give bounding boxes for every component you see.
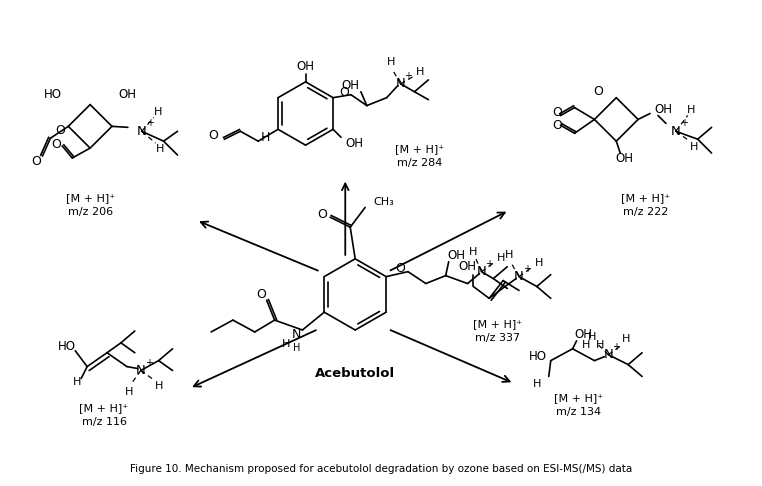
Text: [M + H]⁺: [M + H]⁺ bbox=[79, 403, 129, 413]
Text: H: H bbox=[73, 378, 82, 387]
Text: m/z 116: m/z 116 bbox=[82, 417, 126, 427]
Text: m/z 222: m/z 222 bbox=[623, 208, 669, 217]
Text: HO: HO bbox=[57, 340, 75, 353]
Text: O: O bbox=[52, 138, 61, 151]
Text: H: H bbox=[582, 340, 591, 350]
Text: H: H bbox=[155, 144, 164, 154]
Text: N: N bbox=[395, 77, 405, 90]
Text: m/z 337: m/z 337 bbox=[475, 333, 520, 343]
Text: H: H bbox=[469, 247, 478, 257]
Text: OH: OH bbox=[118, 88, 136, 101]
Text: O: O bbox=[318, 208, 328, 221]
Text: H: H bbox=[293, 343, 300, 353]
Text: N: N bbox=[671, 125, 680, 138]
Text: N: N bbox=[136, 364, 146, 377]
Text: H: H bbox=[386, 57, 395, 67]
Text: H: H bbox=[622, 334, 630, 344]
Text: OH: OH bbox=[345, 137, 363, 150]
Text: N: N bbox=[137, 125, 146, 138]
Text: H: H bbox=[497, 253, 505, 263]
Text: O: O bbox=[31, 156, 41, 169]
Text: O: O bbox=[56, 124, 66, 137]
Text: Figure 10. Mechanism proposed for acebutolol degradation by ozone based on ESI-M: Figure 10. Mechanism proposed for acebut… bbox=[130, 465, 632, 474]
Text: OH: OH bbox=[459, 260, 476, 273]
Text: N: N bbox=[514, 270, 523, 283]
Text: N: N bbox=[604, 348, 613, 361]
Text: +: + bbox=[485, 259, 493, 269]
Text: [M + H]⁺: [M + H]⁺ bbox=[622, 193, 671, 204]
Text: OH: OH bbox=[448, 249, 466, 262]
Text: m/z 134: m/z 134 bbox=[556, 407, 601, 417]
Text: m/z 206: m/z 206 bbox=[68, 208, 113, 217]
Text: [M + H]⁺: [M + H]⁺ bbox=[66, 193, 115, 204]
Text: m/z 284: m/z 284 bbox=[397, 158, 443, 168]
Text: H: H bbox=[505, 250, 514, 260]
Text: O: O bbox=[209, 129, 219, 142]
Text: HO: HO bbox=[529, 350, 547, 363]
Text: +: + bbox=[613, 342, 620, 352]
Text: +: + bbox=[146, 119, 154, 128]
Text: H: H bbox=[416, 67, 424, 77]
Text: H: H bbox=[533, 380, 541, 389]
Text: O: O bbox=[594, 85, 604, 98]
Text: H: H bbox=[153, 106, 162, 117]
Text: OH: OH bbox=[575, 329, 593, 342]
Text: [M + H]⁺: [M + H]⁺ bbox=[472, 319, 522, 329]
Text: H: H bbox=[687, 104, 695, 115]
Text: HO: HO bbox=[44, 88, 62, 101]
Text: +: + bbox=[145, 358, 152, 367]
Text: [M + H]⁺: [M + H]⁺ bbox=[395, 144, 444, 154]
Text: +: + bbox=[680, 119, 688, 128]
Text: Acebutolol: Acebutolol bbox=[315, 367, 395, 380]
Text: H: H bbox=[690, 142, 698, 152]
Text: O: O bbox=[395, 262, 405, 275]
Text: O: O bbox=[552, 106, 562, 119]
Text: [M + H]⁺: [M + H]⁺ bbox=[554, 393, 603, 403]
Text: N: N bbox=[292, 329, 301, 342]
Text: O: O bbox=[339, 86, 349, 99]
Text: H: H bbox=[283, 339, 291, 349]
Text: H: H bbox=[155, 382, 163, 391]
Text: H: H bbox=[588, 332, 597, 342]
Text: H: H bbox=[535, 258, 543, 268]
Text: H: H bbox=[261, 131, 270, 144]
Text: OH: OH bbox=[615, 153, 633, 165]
Text: +: + bbox=[523, 264, 531, 274]
Text: H: H bbox=[125, 387, 133, 397]
Text: OH: OH bbox=[654, 103, 672, 116]
Text: +: + bbox=[405, 71, 412, 81]
Text: OH: OH bbox=[296, 60, 315, 72]
Text: N: N bbox=[476, 265, 486, 278]
Text: OH: OH bbox=[341, 79, 359, 92]
Text: O: O bbox=[552, 119, 562, 132]
Text: O: O bbox=[256, 288, 266, 301]
Text: CH₃: CH₃ bbox=[373, 197, 394, 208]
Text: H: H bbox=[596, 340, 604, 350]
